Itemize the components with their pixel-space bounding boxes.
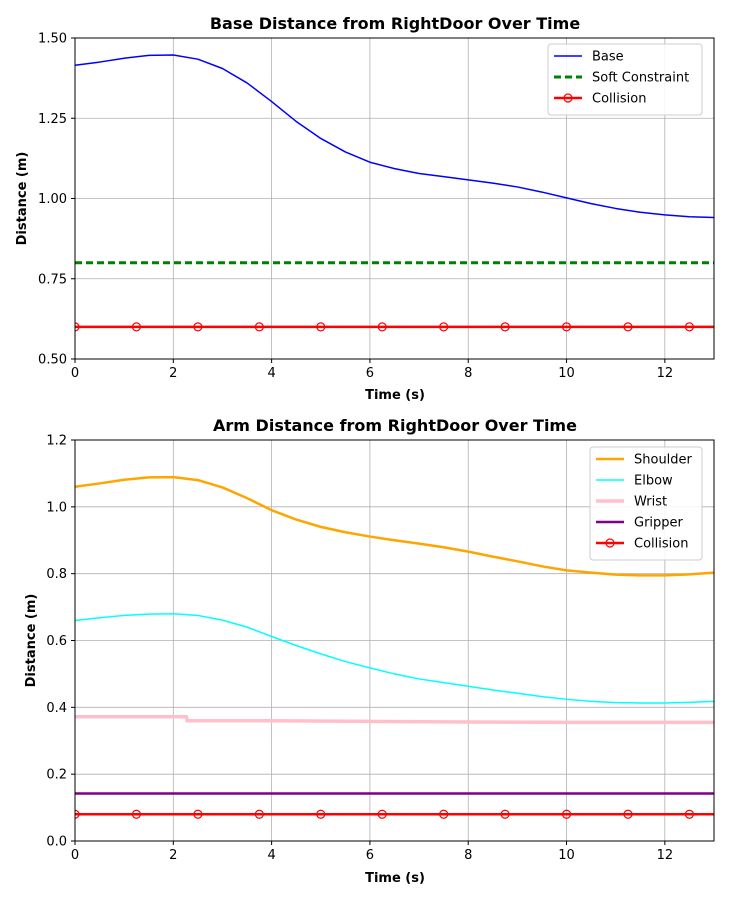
legend-marker (605, 538, 615, 548)
x-tick-label: 0 (71, 366, 79, 381)
legend-box (589, 446, 703, 561)
series-line-elbow (75, 613, 714, 704)
legend-label-base: Base (592, 50, 624, 65)
y-axis-ticks: 0.0 0.2 0.4 0.6 0.8 1.0 1.2 (46, 434, 75, 850)
x-tick-label: 2 (169, 848, 177, 863)
chart-title: Base Distance from RightDoor Over Time (210, 14, 580, 33)
legend-marker (563, 93, 573, 103)
x-axis-label: Time (s) (365, 871, 425, 886)
arm-distance-chart: Arm Distance from RightDoor Over Time 0 2… (24, 416, 715, 886)
x-tick-label: 12 (657, 848, 674, 863)
collision-marker (439, 809, 449, 819)
series-layer (75, 54, 714, 332)
x-tick-label: 6 (366, 366, 374, 381)
y-tick-label: 0.75 (38, 272, 67, 287)
y-tick-label: 0.2 (46, 768, 67, 783)
series-line-base (75, 54, 714, 219)
collision-marker (623, 809, 633, 819)
y-axis-label: Distance (m) (24, 594, 39, 688)
y-axis-label: Distance (m) (15, 152, 30, 246)
y-tick-label: 1.25 (38, 112, 67, 127)
series-line-wrist (75, 714, 714, 725)
collision-marker (316, 809, 326, 819)
collision-marker (377, 809, 387, 819)
collision-marker (377, 322, 387, 332)
collision-marker (561, 809, 572, 819)
x-tick-label: 0 (71, 848, 79, 863)
x-axis-ticks: 0 2 4 6 8 10 12 (71, 841, 673, 863)
x-tick-label: 10 (558, 366, 575, 381)
collision-marker (193, 809, 203, 819)
x-tick-label: 10 (558, 848, 575, 863)
legend-label-collision: Collision (634, 537, 688, 552)
x-tick-label: 4 (267, 848, 275, 863)
y-tick-label: 0.8 (46, 567, 67, 582)
y-tick-label: 1.00 (38, 192, 67, 207)
legend-label-wrist: Wrist (634, 495, 667, 510)
legend-label-elbow: Elbow (634, 474, 673, 489)
collision-marker (500, 322, 510, 332)
x-tick-label: 6 (366, 848, 374, 863)
legend: Shoulder Elbow Wrist Gripper Collision (589, 446, 703, 561)
series-layer (75, 475, 714, 819)
collision-marker (316, 322, 326, 332)
collision-marker (684, 322, 695, 332)
y-tick-label: 0.50 (38, 353, 67, 368)
collision-marker (500, 809, 510, 819)
y-tick-label: 0.4 (46, 701, 67, 716)
y-tick-label: 0.0 (46, 835, 67, 850)
y-tick-label: 0.6 (46, 634, 67, 649)
x-axis-ticks: 0 2 4 6 8 10 12 (71, 359, 673, 381)
collision-marker (75, 322, 80, 332)
collision-marker (623, 322, 633, 332)
y-axis-ticks: 0.50 0.75 1.00 1.25 1.50 (38, 32, 75, 368)
x-tick-label: 2 (169, 366, 177, 381)
collision-marker (439, 322, 449, 332)
legend-label-soft-constraint: Soft Constraint (592, 71, 689, 86)
x-tick-label: 4 (267, 366, 275, 381)
collision-marker (131, 322, 142, 332)
collision-marker (131, 809, 142, 819)
y-tick-label: 1.2 (46, 434, 67, 449)
x-tick-label: 8 (464, 366, 472, 381)
legend-label-shoulder: Shoulder (634, 453, 693, 468)
base-distance-chart: Base Distance from RightDoor Over Time 0… (15, 14, 715, 403)
series-line-shoulder (75, 475, 714, 577)
x-tick-label: 8 (464, 848, 472, 863)
x-tick-label: 12 (657, 366, 674, 381)
collision-marker (254, 809, 264, 819)
collision-marker (193, 322, 203, 332)
y-tick-label: 1.50 (38, 32, 67, 47)
collision-marker (75, 809, 80, 819)
y-tick-label: 1.0 (46, 500, 67, 515)
legend-label-collision: Collision (592, 92, 646, 107)
collision-marker (254, 322, 264, 332)
legend-box (547, 43, 703, 116)
legend: Base Soft Constraint Collision (547, 43, 703, 116)
collision-marker (561, 322, 572, 332)
collision-marker (684, 809, 695, 819)
chart-title: Arm Distance from RightDoor Over Time (213, 416, 577, 435)
x-axis-label: Time (s) (365, 388, 425, 403)
legend-label-gripper: Gripper (634, 516, 684, 531)
